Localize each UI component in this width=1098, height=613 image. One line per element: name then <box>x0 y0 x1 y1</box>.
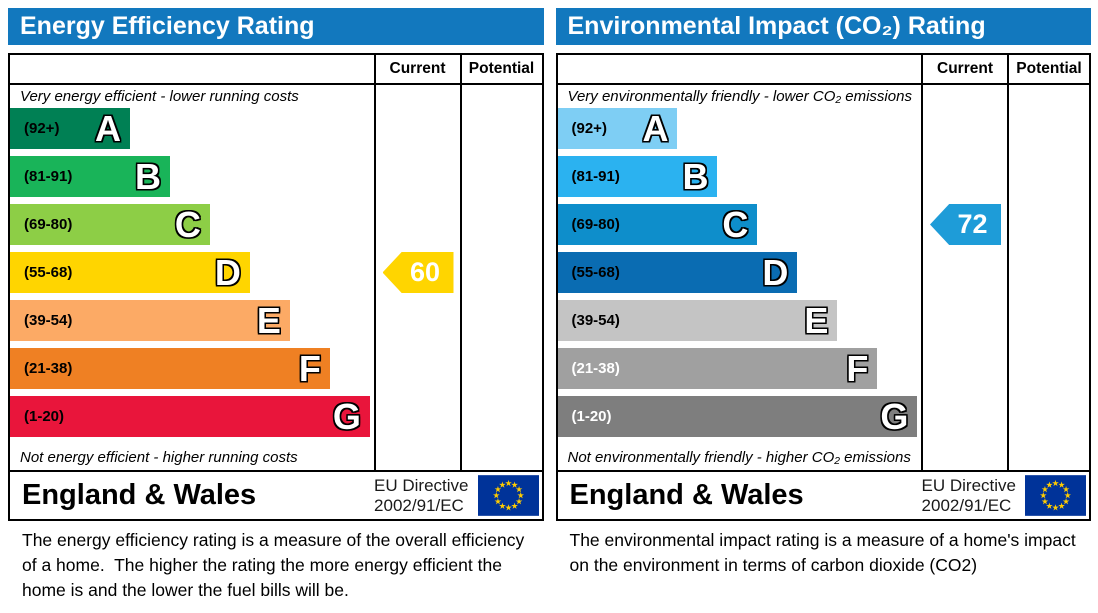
band-row-g: (1-20) G <box>10 396 374 437</box>
top-note: Very energy efficient - lower running co… <box>20 88 299 105</box>
eu-directive-label: EU Directive 2002/91/EC <box>922 476 1016 516</box>
eu-directive-label: EU Directive 2002/91/EC <box>374 476 468 516</box>
band-row-e: (39-54) E <box>10 300 374 341</box>
eu-directive-line1: EU Directive <box>374 475 469 495</box>
band-row-a: (92+) A <box>10 108 374 149</box>
band-bar: (55-68) D <box>10 252 250 293</box>
potential-column-header: Potential <box>1007 55 1089 83</box>
current-rating-arrow: 60 <box>382 252 454 293</box>
band-bar: (55-68) D <box>557 251 798 293</box>
band-row-c: (69-80) C <box>10 204 374 245</box>
band-bar: (39-54) E <box>557 299 838 341</box>
band-row-b: (81-91) B <box>10 156 374 197</box>
band-letter: E <box>803 299 829 341</box>
band-bar: (92+) A <box>557 107 678 149</box>
band-row-c: (69-80) C <box>557 203 922 245</box>
band-row-g: (1-20) G <box>557 395 922 437</box>
band-bar: (21-38) F <box>10 348 330 389</box>
potential-rating-cell <box>459 85 542 470</box>
band-bar: (69-80) C <box>10 204 210 245</box>
band-letter: D <box>762 251 790 293</box>
band-row-d: (55-68) D <box>557 251 922 293</box>
current-rating-cell: 72 <box>921 85 1007 470</box>
energy-rating-description: The energy efficiency rating is a measur… <box>22 530 530 600</box>
table-header-row: Current Potential <box>10 55 542 85</box>
current-column-header: Current <box>373 55 460 83</box>
band-bar: (1-20) G <box>557 395 918 437</box>
band-letter: C <box>722 203 750 245</box>
environmental-panel-title: Environmental Impact (CO₂) Rating <box>555 8 1091 45</box>
band-row-f: (21-38) F <box>10 348 374 389</box>
eu-flag-icon <box>477 475 539 516</box>
eu-flag-icon <box>1025 475 1086 516</box>
band-row-b: (81-91) B <box>557 155 922 197</box>
potential-column-header: Potential <box>459 55 542 83</box>
band-range-label: (39-54) <box>24 312 73 329</box>
environmental-band-chart: Very environmentally friendly - lower CO… <box>557 85 922 470</box>
band-bar: (21-38) F <box>557 347 878 389</box>
band-range-label: (69-80) <box>24 216 73 233</box>
environmental-impact-panel: Environmental Impact (CO₂) Rating Curren… <box>555 8 1091 603</box>
band-letter: G <box>879 395 909 437</box>
eu-directive-line2: 2002/91/EC <box>374 495 464 515</box>
band-letter: G <box>332 395 362 437</box>
band-row-e: (39-54) E <box>557 299 922 341</box>
eu-directive-line2: 2002/91/EC <box>921 495 1012 515</box>
table-footer: England & Wales EU Directive 2002/91/EC <box>10 470 542 519</box>
band-letter: D <box>214 251 242 293</box>
table-header-row: Current Potential <box>557 55 1089 85</box>
band-letter: B <box>682 155 710 197</box>
band-bar: (69-80) C <box>557 203 758 245</box>
current-rating-cell: 60 <box>373 85 460 470</box>
band-bar: (1-20) G <box>10 396 370 437</box>
bottom-note: Not energy efficient - higher running co… <box>20 448 298 466</box>
band-range-label: (69-80) <box>571 216 620 233</box>
band-letter: F <box>298 347 322 389</box>
band-range-label: (92+) <box>24 120 60 137</box>
energy-band-chart: Very energy efficient - lower running co… <box>10 85 374 470</box>
band-range-label: (39-54) <box>571 312 620 329</box>
region-label: England & Wales <box>569 479 804 511</box>
header-spacer-cell <box>10 55 374 83</box>
energy-panel-title: Energy Efficiency Rating <box>8 8 544 45</box>
potential-rating-cell <box>1007 85 1089 470</box>
band-letter: E <box>256 299 282 341</box>
band-range-label: (21-38) <box>24 360 73 377</box>
band-bar: (81-91) B <box>557 155 718 197</box>
band-letter: B <box>134 155 162 197</box>
table-footer: England & Wales EU Directive 2002/91/EC <box>557 470 1089 519</box>
eu-directive-line1: EU Directive <box>921 475 1016 495</box>
band-range-label: (81-91) <box>571 168 620 185</box>
band-letter: A <box>642 107 670 149</box>
header-spacer-cell <box>558 55 922 83</box>
environmental-rating-description: The environmental impact rating is a mea… <box>569 530 1081 575</box>
environmental-rating-table: Current Potential Very environmentally f… <box>555 53 1091 521</box>
band-bar: (81-91) B <box>10 156 170 197</box>
table-body: Very energy efficient - lower running co… <box>10 85 542 470</box>
band-range-label: (1-20) <box>571 408 612 425</box>
band-range-label: (1-20) <box>24 408 65 425</box>
band-letter: A <box>94 107 122 149</box>
band-range-label: (55-68) <box>571 264 620 281</box>
bottom-note: Not environmentally friendly - higher CO… <box>567 448 911 466</box>
current-rating-arrow: 72 <box>930 204 1001 245</box>
band-range-label: (55-68) <box>24 264 73 281</box>
table-body: Very environmentally friendly - lower CO… <box>557 85 1090 470</box>
current-column-header: Current <box>921 55 1007 83</box>
band-letter: F <box>845 347 869 389</box>
band-row-f: (21-38) F <box>557 347 922 389</box>
energy-rating-table: Current Potential Very energy efficient … <box>8 53 544 521</box>
band-letter: C <box>174 203 202 245</box>
band-range-label: (21-38) <box>571 360 620 377</box>
band-bar: (92+) A <box>10 108 130 149</box>
band-range-label: (92+) <box>571 120 607 137</box>
top-note: Very environmentally friendly - lower CO… <box>567 88 912 105</box>
band-row-d: (55-68) D <box>10 252 374 293</box>
band-range-label: (81-91) <box>24 168 73 185</box>
region-label: England & Wales <box>22 479 257 511</box>
energy-efficiency-panel: Energy Efficiency Rating Current Potenti… <box>8 8 544 603</box>
band-bar: (39-54) E <box>10 300 290 341</box>
band-row-a: (92+) A <box>557 107 922 149</box>
